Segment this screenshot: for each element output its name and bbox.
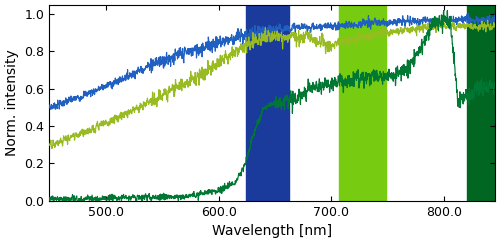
Bar [246, 5, 288, 201]
Y-axis label: Norm. intensity: Norm. intensity [5, 49, 19, 156]
Bar [467, 5, 496, 201]
X-axis label: Wavelength [nm]: Wavelength [nm] [212, 224, 332, 238]
Bar [340, 5, 386, 201]
